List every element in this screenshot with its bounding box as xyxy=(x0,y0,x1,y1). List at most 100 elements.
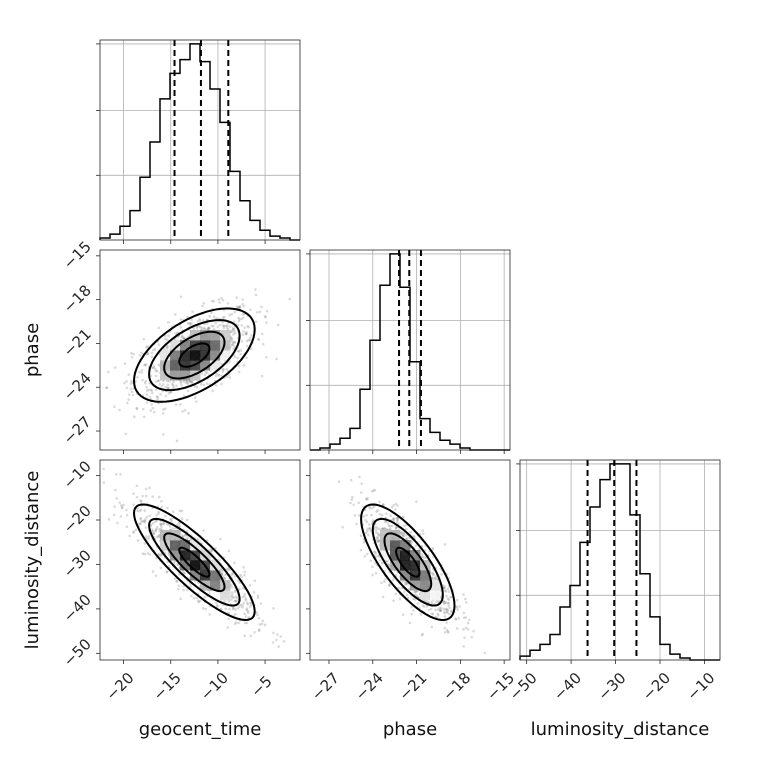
scatter-point xyxy=(151,528,154,532)
density-bin xyxy=(180,350,191,361)
scatter-point xyxy=(457,616,461,620)
scatter-point xyxy=(207,326,210,330)
scatter-point xyxy=(421,555,425,559)
scatter-point xyxy=(178,509,182,513)
scatter-point xyxy=(254,288,257,291)
scatter-point xyxy=(134,528,138,532)
scatter-point xyxy=(394,574,398,577)
scatter-point xyxy=(387,524,391,528)
density-bin xyxy=(380,550,391,561)
scatter-point xyxy=(389,514,392,517)
scatter-point xyxy=(381,502,385,506)
scatter-point xyxy=(405,533,408,537)
scatter-point xyxy=(472,629,475,633)
scatter-point xyxy=(214,321,218,325)
contour-line xyxy=(178,546,211,578)
scatter-point xyxy=(140,368,144,372)
scatter-point xyxy=(372,489,375,492)
scatter-point xyxy=(260,332,264,336)
scatter-point xyxy=(142,337,146,341)
scatter-point xyxy=(374,528,378,532)
scatter-point xyxy=(210,299,214,303)
scatter-point xyxy=(131,393,135,397)
scatter-point xyxy=(120,505,124,509)
scatter-point xyxy=(365,529,369,533)
scatter-point xyxy=(145,494,148,498)
scatter-point xyxy=(234,621,238,624)
scatter-point xyxy=(242,364,246,367)
scatter-point xyxy=(413,590,416,594)
scatter-point xyxy=(167,321,170,324)
scatter-point xyxy=(375,526,379,529)
scatter-point xyxy=(392,504,396,507)
scatter-point xyxy=(175,580,178,583)
scatter-point xyxy=(383,520,387,524)
scatter-point xyxy=(190,594,193,598)
scatter-point xyxy=(371,573,374,577)
density-bin xyxy=(190,350,201,361)
scatter-point xyxy=(166,379,169,383)
scatter-point xyxy=(256,613,259,617)
scatter-point xyxy=(207,327,210,330)
scatter-point xyxy=(238,581,242,584)
scatter-point xyxy=(371,519,375,522)
scatter-point xyxy=(233,355,237,359)
scatter-point xyxy=(248,338,252,342)
scatter-point xyxy=(186,321,190,325)
scatter-point xyxy=(401,613,405,616)
scatter-point xyxy=(214,546,217,550)
scatter-point xyxy=(157,343,161,346)
density-bin xyxy=(210,360,221,371)
scatter-point xyxy=(166,383,170,387)
scatter-point xyxy=(430,576,434,579)
scatter-point xyxy=(159,523,163,526)
scatter-point xyxy=(421,529,425,532)
scatter-point xyxy=(381,527,384,530)
scatter-point xyxy=(139,516,143,520)
scatter-point xyxy=(190,322,194,325)
scatter-point xyxy=(225,367,229,371)
scatter-point xyxy=(144,535,148,538)
scatter-point xyxy=(352,503,356,507)
scatter-point xyxy=(151,522,155,525)
scatter-point xyxy=(221,368,225,371)
scatter-point xyxy=(234,608,237,611)
scatter-point xyxy=(247,616,251,619)
scatter-point xyxy=(394,502,398,506)
scatter-point xyxy=(190,380,194,384)
scatter-point xyxy=(136,376,139,379)
scatter-point xyxy=(237,579,240,583)
scatter-point xyxy=(410,605,413,609)
scatter-point xyxy=(394,526,398,530)
scatter-point xyxy=(125,386,129,390)
scatter-point xyxy=(387,584,391,587)
scatter-point xyxy=(412,597,415,601)
scatter-point xyxy=(185,518,189,522)
scatter-point xyxy=(410,612,413,616)
scatter-point xyxy=(155,513,158,517)
scatter-point xyxy=(427,600,430,604)
scatter-point xyxy=(394,526,398,530)
scatter-point xyxy=(230,585,234,589)
scatter-point xyxy=(159,528,163,531)
scatter-point xyxy=(142,519,146,523)
scatter-point xyxy=(258,310,262,314)
scatter-point xyxy=(222,326,226,330)
scatter-point xyxy=(174,332,177,335)
scatter-point xyxy=(233,320,236,324)
scatter-point xyxy=(233,330,236,333)
density-bin xyxy=(200,330,211,341)
scatter-point xyxy=(430,612,434,615)
scatter-point xyxy=(372,550,376,553)
scatter-point xyxy=(443,584,446,588)
scatter-point xyxy=(442,602,446,606)
scatter-point xyxy=(205,371,209,375)
joint-panel-geocent-time-luminosity-distance xyxy=(102,467,286,648)
scatter-point xyxy=(380,562,384,565)
hist-panel-geocent-time xyxy=(96,39,301,244)
scatter-point xyxy=(443,600,446,604)
scatter-point xyxy=(201,607,205,610)
scatter-point xyxy=(229,583,233,587)
scatter-point xyxy=(124,432,128,436)
scatter-point xyxy=(447,590,451,593)
